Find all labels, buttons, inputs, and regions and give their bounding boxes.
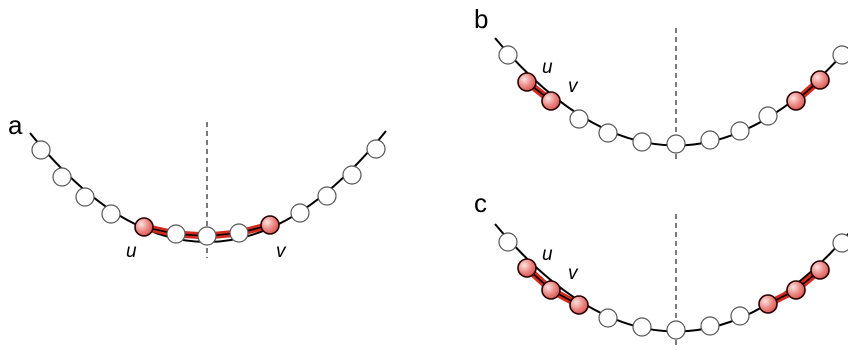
panel-a: a u v — [8, 110, 387, 262]
chain-nodes — [31, 139, 386, 246]
highlighted-node — [569, 295, 589, 315]
chain-node — [700, 130, 720, 150]
chain-node — [75, 187, 95, 207]
chain-node — [598, 123, 618, 143]
node-label-u: u — [542, 244, 553, 265]
node-label-u: u — [126, 241, 137, 262]
highlighted-node — [517, 258, 537, 278]
chain-node — [730, 306, 750, 326]
highlighted-node — [260, 215, 280, 235]
chain-node — [632, 132, 652, 152]
chain-node — [666, 320, 686, 340]
chain-node — [342, 165, 362, 185]
chain-curve — [494, 223, 848, 333]
highlighted-node — [786, 280, 806, 300]
chain-node — [832, 45, 848, 65]
chain-nodes — [498, 232, 848, 340]
chain-node — [317, 186, 337, 206]
highlighted-node — [517, 72, 537, 92]
chain-node — [632, 317, 652, 337]
chain-node — [52, 167, 72, 187]
chain-node — [31, 140, 51, 160]
highlighted-node — [134, 217, 154, 237]
chain-node — [498, 45, 518, 65]
node-label-u: u — [542, 57, 553, 78]
chain-node — [101, 204, 121, 224]
panel-letter-c: c — [474, 188, 487, 218]
chain-node — [700, 316, 720, 336]
chain-node — [758, 106, 778, 126]
highlighted-node — [758, 294, 778, 314]
panel-letter-b: b — [474, 4, 488, 34]
chain-node — [569, 109, 589, 129]
chain-node — [197, 226, 217, 246]
highlighted-node — [810, 70, 830, 90]
chain-node — [498, 232, 518, 252]
chain-node — [166, 224, 186, 244]
panel-b: b u v — [474, 4, 848, 160]
panel-c: c u v — [474, 188, 848, 348]
panel-letter-a: a — [8, 110, 23, 140]
chain-curve — [29, 130, 387, 243]
chain-node — [229, 223, 249, 243]
chain-node — [730, 121, 750, 141]
chain-node — [666, 134, 686, 154]
chain-node — [598, 308, 618, 328]
chain-nodes — [498, 45, 848, 154]
chain-node — [366, 139, 386, 159]
node-label-v: v — [568, 263, 579, 284]
node-label-v: v — [276, 241, 287, 262]
chain-node — [832, 233, 848, 253]
node-label-v: v — [568, 76, 579, 97]
highlighted-node — [541, 91, 561, 111]
highlighted-node — [786, 91, 806, 111]
highlighted-node — [541, 280, 561, 300]
chain-node — [290, 203, 310, 223]
highlighted-node — [810, 260, 830, 280]
